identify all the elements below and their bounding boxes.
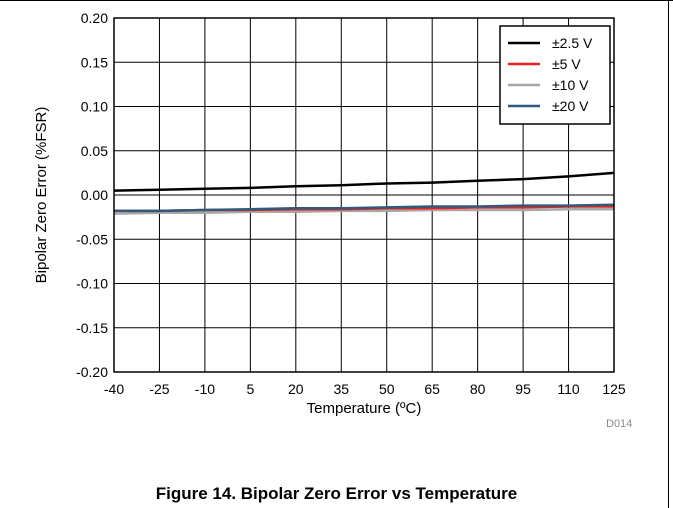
figure-code: D014: [606, 418, 633, 430]
x-tick-label: 5: [246, 381, 254, 397]
y-tick-label: 0.15: [81, 54, 108, 70]
x-tick-label: 110: [557, 381, 580, 397]
x-tick-label: 95: [515, 381, 531, 397]
series-line-0: [113, 171, 615, 192]
y-tick-label: 0.00: [81, 187, 108, 203]
x-tick-label: 35: [333, 381, 349, 397]
y-tick-labels: 0.20 0.15 0.10 0.05 0.00 -0.05 -0.10 -0.15 -0.20: [76, 10, 108, 380]
legend-label: ±2.5 V: [552, 35, 593, 51]
x-tick-label: -25: [149, 381, 169, 397]
x-tick-labels: -40 -25 -10 5 20 35 50 65 80 95 110 125: [104, 381, 626, 397]
y-axis-label: Bipolar Zero Error (%FSR): [33, 107, 50, 284]
y-tick-label: 0.05: [81, 143, 108, 159]
y-tick-label: -0.05: [76, 231, 108, 247]
x-tick-label: 50: [379, 381, 395, 397]
legend-label: ±10 V: [552, 77, 589, 93]
x-tick-label: -10: [195, 381, 215, 397]
y-tick-label: -0.20: [76, 364, 108, 380]
x-axis-label: Temperature (ºC): [307, 400, 422, 417]
y-tick-label: 0.20: [81, 10, 108, 26]
x-tick-label: -40: [104, 381, 124, 397]
x-tick-label: 65: [424, 381, 440, 397]
plot-area-border: [113, 17, 615, 373]
y-tick-label: 0.10: [81, 99, 108, 115]
legend-label: ±5 V: [552, 56, 581, 72]
bipolar-zero-error-chart: 0.20 0.15 0.10 0.05 0.00 -0.05 -0.10 -0.15 -0.20…: [33, 10, 626, 417]
series-line-3: [114, 203, 615, 213]
x-tick-label: 125: [602, 381, 626, 397]
series-line-2: [113, 207, 614, 215]
series-layer: [113, 171, 615, 215]
figure-caption: Figure 14. Bipolar Zero Error vs Tempera…: [155, 484, 518, 503]
frame-top-rule: [0, 0, 673, 1]
x-tick-label: 20: [288, 381, 304, 397]
y-tick-label: -0.15: [76, 320, 108, 336]
legend: ±2.5 V ±5 V ±10 V ±20 V: [499, 25, 611, 125]
x-tick-label: 80: [470, 381, 486, 397]
y-tick-label: -0.10: [76, 276, 108, 292]
frame-right-rule: [668, 0, 669, 508]
legend-label: ±20 V: [552, 98, 589, 114]
